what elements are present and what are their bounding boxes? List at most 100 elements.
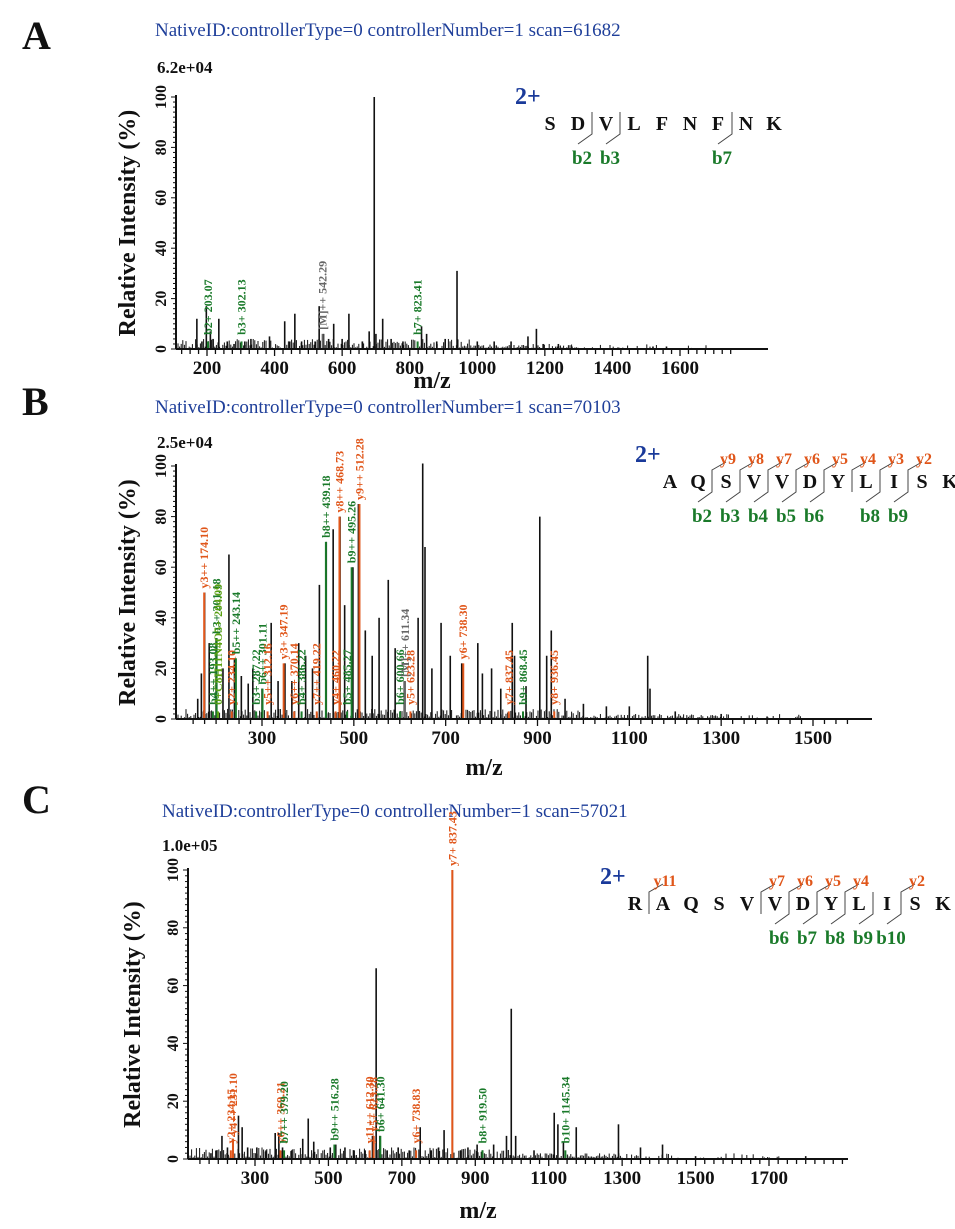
peak-label: y5+ 623.28 <box>367 1077 381 1132</box>
y-ion-label: y5 <box>832 451 848 468</box>
peak-label: b6++ 301.11 <box>256 623 270 685</box>
peak-label: b9++ 516.28 <box>327 1078 341 1140</box>
max-intensity-c: 1.0e+05 <box>162 836 218 855</box>
panel-letter-a: A <box>22 13 51 58</box>
residue: N <box>739 113 754 135</box>
y-ion-bracket <box>907 461 923 492</box>
y-tick-label: 80 <box>153 509 170 525</box>
b-ion-label: b7 <box>712 148 733 169</box>
peak-label: y7++ 419.22 <box>310 643 324 705</box>
x-tick-label: 200 <box>193 358 222 379</box>
peak-label: y3+ 347.19 <box>277 604 291 659</box>
noise-peaks <box>177 338 709 349</box>
peak-label: y5+ 623.28 <box>403 650 417 705</box>
peak-label: b5++ 243.14 <box>229 592 243 654</box>
y-ion-label: y6 <box>804 451 820 468</box>
y-ion-bracket <box>648 883 664 914</box>
y-tick-label: 0 <box>153 715 170 723</box>
x-tick-label: 900 <box>523 728 552 749</box>
b-ion-label: b4 <box>748 506 769 527</box>
spectrum-panel-a: b2+ 203.07 b3+ 302.13 [M]++ 542.29 b7+ 823.… <box>115 84 782 394</box>
residue: V <box>768 893 783 915</box>
y-ion-label: y6 <box>797 873 813 890</box>
peak-label: b7+ 823.41 <box>411 279 425 335</box>
scan-title-a: NativeID:controllerType=0 controllerNumb… <box>155 20 621 41</box>
x-tick-label: 1400 <box>593 358 631 379</box>
residue: K <box>942 471 955 493</box>
b-ion-label: b3 <box>720 506 740 527</box>
y-ion-label: y8 <box>748 451 764 468</box>
residue: L <box>852 893 865 915</box>
peak-label: y7+ 837.43 <box>445 811 459 866</box>
residue: V <box>740 893 755 915</box>
y-ion-bracket <box>739 461 755 492</box>
x-tick-label: 900 <box>461 1168 490 1189</box>
peak-label: b10+ 1145.34 <box>558 1077 572 1144</box>
peak-label: [M]++ 611.34 <box>398 609 412 677</box>
x-axis-title: m/z <box>465 755 503 781</box>
y-tick-label: 60 <box>153 559 170 575</box>
x-tick-label: 600 <box>328 358 357 379</box>
peak-label: b6+ 600.66 <box>393 649 407 705</box>
scan-title-c: NativeID:controllerType=0 controllerNumb… <box>162 801 628 822</box>
peak-label: y6+ 738.83 <box>409 1089 423 1144</box>
y-tick-label: 80 <box>165 920 182 936</box>
peak-label: y8++ 468.73 <box>332 451 346 513</box>
b-ion-label: b9 <box>888 506 908 527</box>
y-tick-label: 100 <box>153 454 170 478</box>
y-ion-label: y2 <box>909 873 925 890</box>
scan-title-b: NativeID:controllerType=0 controllerNumb… <box>155 397 621 418</box>
y-tick-label: 20 <box>153 291 170 307</box>
b-ion-bracket <box>577 112 593 145</box>
y-tick-label: 40 <box>153 240 170 256</box>
x-tick-label: 300 <box>241 1168 270 1189</box>
x-tick-label: 1000 <box>458 358 496 379</box>
peak-label: y8+ 936.45 <box>547 650 561 705</box>
peak-label: y5++ 312.16 <box>261 643 275 705</box>
b-ion-label: b6 <box>769 928 789 949</box>
residue: R <box>628 893 643 915</box>
peak-label: b4+ 386.22 <box>295 649 309 705</box>
residue: A <box>663 471 678 493</box>
residue: Q <box>683 893 699 915</box>
x-tick-label: 1100 <box>530 1168 567 1189</box>
residue: I <box>890 471 898 493</box>
y-tick-label: 100 <box>165 858 182 882</box>
b-ion-bracket <box>858 892 874 925</box>
max-intensity-b: 2.5e+04 <box>157 433 213 452</box>
y-ion-bracket <box>767 461 783 492</box>
residue: V <box>599 113 614 135</box>
residue: S <box>909 893 920 915</box>
y-axis-title: Relative Intensity (%) <box>115 110 141 337</box>
peak-label: y9++ 512.28 <box>352 438 366 500</box>
y-tick-label: 0 <box>153 345 170 353</box>
residue: N <box>683 113 698 135</box>
b-ion-label: b2 <box>692 506 712 527</box>
residue: L <box>859 471 872 493</box>
x-tick-label: 500 <box>314 1168 343 1189</box>
y-ion-bracket <box>788 883 804 914</box>
y-tick-label: 60 <box>153 190 170 206</box>
noise-peaks <box>177 708 813 719</box>
residue: F <box>656 113 668 135</box>
residue: V <box>747 471 762 493</box>
x-tick-label: 1300 <box>603 1168 641 1189</box>
b-ion-label: b6 <box>804 506 824 527</box>
residue: S <box>713 893 724 915</box>
residue: S <box>544 113 555 135</box>
y-ion-label: y3 <box>888 451 904 468</box>
x-tick-label: 1700 <box>750 1168 788 1189</box>
residue: D <box>803 471 817 493</box>
y-tick-label: 0 <box>165 1155 182 1163</box>
residue: A <box>656 893 671 915</box>
y-ion-label: y4 <box>853 873 869 890</box>
max-intensity-a: 6.2e+04 <box>157 58 213 77</box>
y-tick-label: 60 <box>165 978 182 994</box>
y-ion-bracket <box>816 883 832 914</box>
y-tick-label: 80 <box>153 139 170 155</box>
residue: Y <box>831 471 846 493</box>
